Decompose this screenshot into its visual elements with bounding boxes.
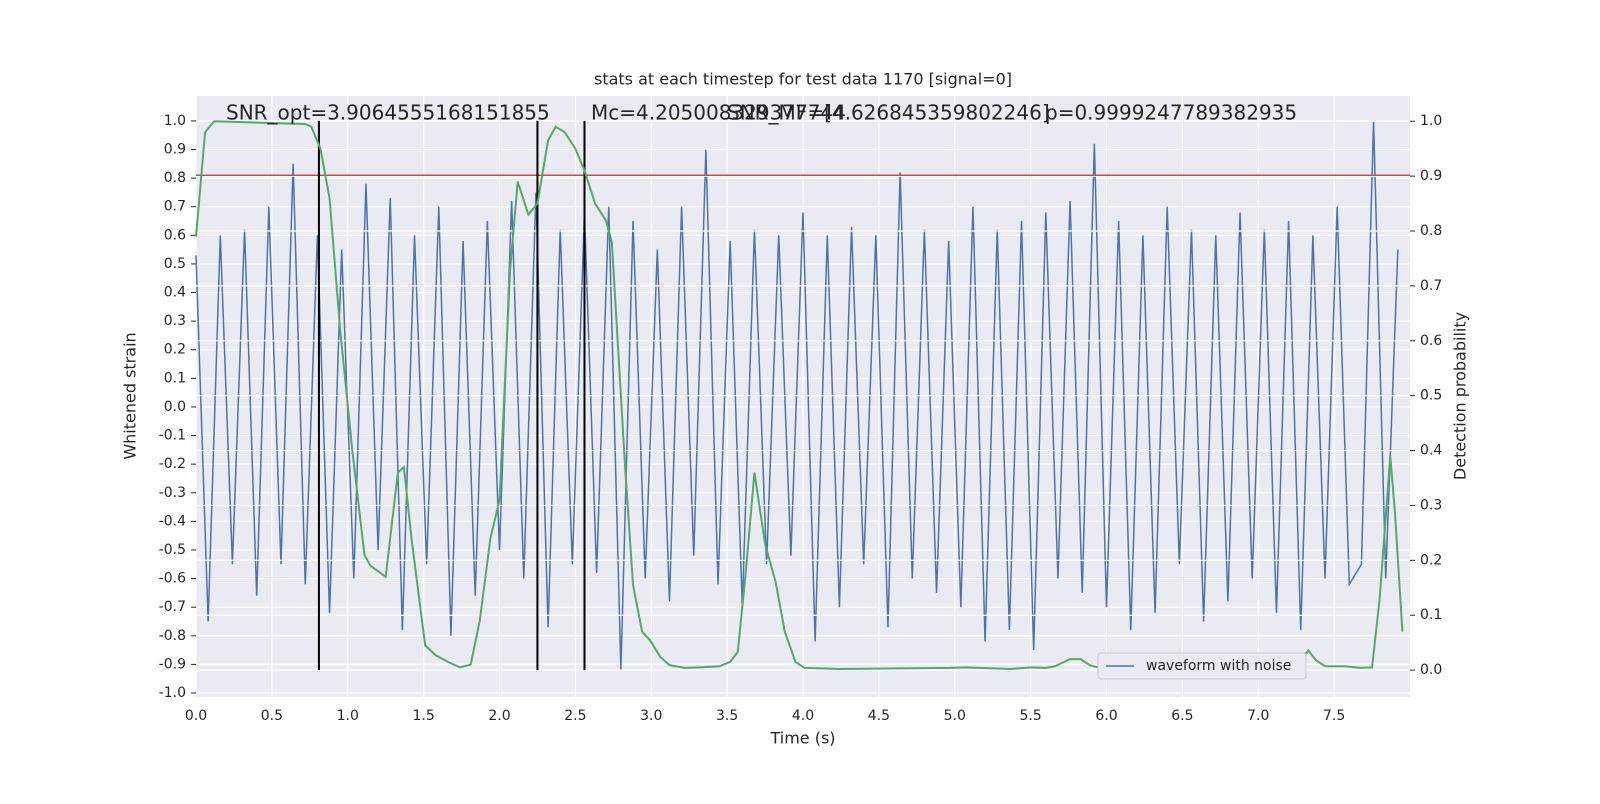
y-tick-label: -0.1	[159, 428, 186, 444]
x-tick-label: 3.0	[640, 708, 662, 724]
y-tick-label: 0.9	[164, 141, 186, 157]
y2-tick-label: 0.5	[1420, 388, 1442, 404]
x-tick-label: 6.0	[1095, 708, 1117, 724]
y-tick-label: 0.1	[164, 370, 186, 386]
x-tick-label: 7.0	[1247, 708, 1269, 724]
y2-tick-label: 0.2	[1420, 552, 1442, 568]
annotation: SNR_opt=3.9064555168151855	[226, 101, 550, 125]
y2-tick-label: 0.8	[1420, 223, 1442, 239]
y2-tick-label: 0.6	[1420, 333, 1442, 349]
y-tick-label: 0.5	[164, 256, 186, 272]
legend-box	[1097, 652, 1307, 680]
y2-tick-label: 0.0	[1420, 662, 1442, 678]
y-tick-label: 0.8	[164, 170, 186, 186]
y2-tick-label: 0.1	[1420, 607, 1442, 623]
annotation: SNR_MF=[4.626845359802246]	[727, 101, 1050, 125]
y2-tick-label: 0.7	[1420, 278, 1442, 294]
y-tick-label: 0.7	[164, 199, 186, 215]
x-tick-label: 1.5	[412, 708, 434, 724]
annotation: Mc=4.205008329377744	[591, 101, 846, 125]
y-tick-label: -0.8	[159, 628, 186, 644]
y-tick-label: 0.2	[164, 342, 186, 358]
y2-tick-label: 0.3	[1420, 497, 1442, 513]
x-tick-label: 5.0	[944, 708, 966, 724]
y-tick-label: 0.6	[164, 227, 186, 243]
x-tick-label: 5.5	[1019, 708, 1041, 724]
y-tick-label: -0.7	[159, 599, 186, 615]
y2-tick-label: 0.9	[1420, 168, 1442, 184]
y-axis-label: Whitened strain	[121, 332, 140, 459]
series-line	[195, 120, 1399, 671]
x-tick-label: 3.5	[716, 708, 738, 724]
y-tick-label: -0.9	[159, 656, 186, 672]
x-tick-label: 4.5	[868, 708, 890, 724]
x-tick-label: 6.5	[1171, 708, 1193, 724]
x-tick-label: 0.5	[261, 708, 283, 724]
x-tick-label: 7.5	[1323, 708, 1345, 724]
x-tick-label: 1.0	[337, 708, 359, 724]
chart-title: stats at each timestep for test data 117…	[594, 70, 1012, 89]
x-tick-label: 4.0	[792, 708, 814, 724]
y-tick-label: 0.3	[164, 313, 186, 329]
y-tick-label: 0.0	[164, 399, 186, 415]
y-tick-label: -0.5	[159, 542, 186, 558]
annotation: p=0.9999247789382935	[1045, 101, 1297, 125]
y2-tick-label: 1.0	[1420, 113, 1442, 129]
x-tick-label: 0.0	[185, 708, 207, 724]
y-tick-label: -0.3	[159, 485, 186, 501]
y-tick-label: -0.6	[159, 571, 186, 587]
x-tick-label: 2.5	[564, 708, 586, 724]
x-axis-label: Time (s)	[769, 729, 835, 748]
y2-tick-label: 0.4	[1420, 443, 1442, 459]
y-tick-label: -0.4	[159, 513, 186, 529]
y-tick-label: -0.2	[159, 456, 186, 472]
y-tick-label: 1.0	[164, 113, 186, 129]
y2-axis-label: Detection probability	[1451, 312, 1470, 480]
x-tick-label: 2.0	[488, 708, 510, 724]
y-tick-label: -1.0	[159, 685, 186, 701]
legend-label: waveform with noise	[1146, 658, 1291, 674]
y-tick-label: 0.4	[164, 285, 186, 301]
